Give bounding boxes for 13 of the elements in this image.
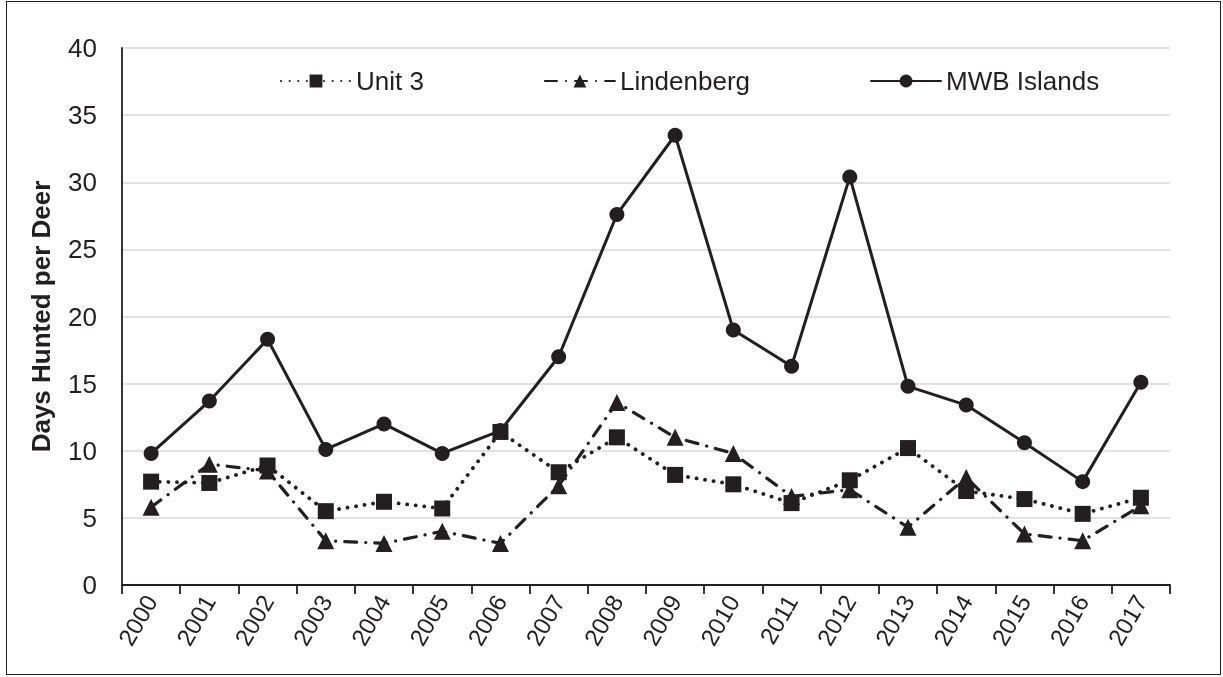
y-tick-label: 5 bbox=[82, 502, 97, 533]
y-tick-label: 0 bbox=[82, 570, 97, 600]
y-tick-label: 10 bbox=[68, 435, 97, 466]
y-tick-label: 30 bbox=[68, 167, 97, 198]
y-tick-label: 15 bbox=[68, 368, 97, 399]
y-tick-label: 40 bbox=[68, 33, 97, 63]
y-axis-title: Days Hunted per Deer bbox=[26, 180, 56, 453]
legend-label: Unit 3 bbox=[356, 66, 424, 96]
y-tick-label: 35 bbox=[68, 100, 97, 131]
legend-label: Lindenberg bbox=[619, 66, 751, 96]
y-tick-label: 25 bbox=[68, 234, 97, 265]
y-tick-label: 20 bbox=[68, 301, 97, 332]
legend-label: MWB Islands bbox=[946, 66, 1100, 96]
